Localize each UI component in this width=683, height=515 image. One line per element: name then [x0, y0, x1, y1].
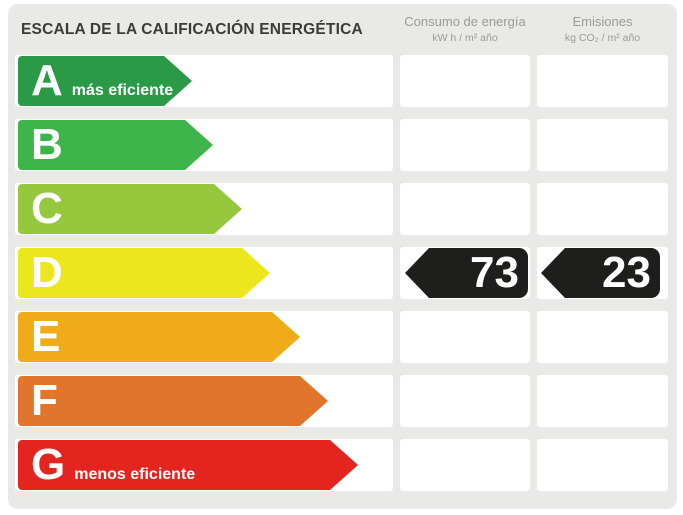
scale-cell-F: F — [15, 375, 393, 427]
page-title: ESCALA DE LA CALIFICACIÓN ENERGÉTICA — [21, 20, 363, 38]
consumo-cell-G — [400, 439, 530, 491]
scale-cell-C: C — [15, 183, 393, 235]
consumo-value-arrow: 73 — [405, 248, 528, 298]
consumo-cell-F — [400, 375, 530, 427]
consumo-cell-E — [400, 311, 530, 363]
rating-row-E: E — [15, 311, 668, 363]
consumo-cell-A — [400, 55, 530, 107]
column-header-emisiones: Emisiones kg CO₂ / m² año — [537, 4, 668, 55]
rating-note: más eficiente — [71, 82, 174, 99]
rating-arrow-E: E — [18, 312, 300, 362]
emisiones-cell-E — [537, 311, 668, 363]
rating-letter: A — [31, 56, 63, 105]
rating-letter: F — [31, 376, 58, 425]
rating-row-D: D 73 23 — [15, 247, 668, 299]
emisiones-cell-D: 23 — [537, 247, 668, 299]
rating-row-C: C — [15, 183, 668, 235]
column-header-consumo: Consumo de energía kW h / m² año — [400, 4, 530, 55]
consumo-cell-C — [400, 183, 530, 235]
consumo-cell-B — [400, 119, 530, 171]
rating-arrow-B: B — [18, 120, 213, 170]
consumo-label: Consumo de energía — [404, 14, 526, 29]
emisiones-units: kg CO₂ / m² año — [564, 32, 641, 44]
consumo-cell-D: 73 — [400, 247, 530, 299]
rating-letter: E — [31, 312, 61, 361]
rating-row-F: F — [15, 375, 668, 427]
rating-letter: C — [31, 184, 63, 233]
emisiones-cell-A — [537, 55, 668, 107]
emisiones-cell-C — [537, 183, 668, 235]
scale-cell-D: D — [15, 247, 393, 299]
emisiones-value-arrow: 23 — [541, 248, 660, 298]
rating-letter: D — [31, 248, 63, 297]
rating-letter: B — [31, 120, 63, 169]
consumo-units: kW h / m² año — [432, 32, 498, 44]
emisiones-label: Emisiones — [572, 14, 633, 29]
emisiones-cell-B — [537, 119, 668, 171]
scale-panel: ESCALA DE LA CALIFICACIÓN ENERGÉTICA Con… — [8, 4, 677, 509]
scale-cell-B: B — [15, 119, 393, 171]
rating-note: menos eficiente — [74, 466, 196, 483]
scale-cell-E: E — [15, 311, 393, 363]
rating-letter: G — [31, 440, 66, 489]
rating-arrow-F: F — [18, 376, 328, 426]
emisiones-cell-G — [537, 439, 668, 491]
rating-row-B: B — [15, 119, 668, 171]
rating-arrow-C: C — [18, 184, 242, 234]
rating-arrow-D: D — [18, 248, 270, 298]
header-row: ESCALA DE LA CALIFICACIÓN ENERGÉTICA Con… — [8, 4, 677, 55]
emisiones-cell-F — [537, 375, 668, 427]
